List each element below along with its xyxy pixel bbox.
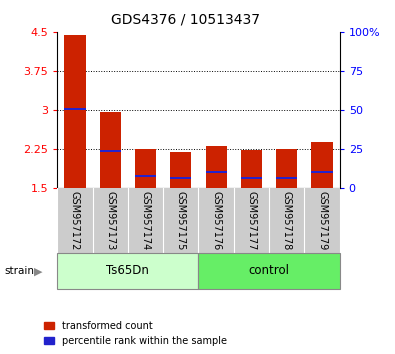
Text: strain: strain xyxy=(4,266,34,276)
Bar xyxy=(100,150,121,152)
Bar xyxy=(276,149,297,188)
Bar xyxy=(241,177,262,179)
Text: ▶: ▶ xyxy=(34,267,42,276)
Bar xyxy=(276,177,297,179)
Text: GDS4376 / 10513437: GDS4376 / 10513437 xyxy=(111,12,260,27)
Bar xyxy=(199,253,340,289)
Text: control: control xyxy=(248,264,290,277)
Bar xyxy=(312,142,333,188)
Text: GSM957179: GSM957179 xyxy=(317,191,327,250)
Bar xyxy=(135,149,156,188)
Text: GSM957173: GSM957173 xyxy=(105,191,115,250)
Text: GSM957178: GSM957178 xyxy=(282,191,292,250)
Bar xyxy=(135,175,156,177)
Bar xyxy=(170,177,192,179)
Bar xyxy=(100,112,121,188)
Bar xyxy=(205,171,227,173)
Bar xyxy=(170,152,192,188)
Text: Ts65Dn: Ts65Dn xyxy=(106,264,149,277)
Bar xyxy=(64,35,85,188)
Bar xyxy=(312,171,333,173)
Legend: transformed count, percentile rank within the sample: transformed count, percentile rank withi… xyxy=(44,321,227,346)
Bar xyxy=(241,150,262,188)
Text: GSM957175: GSM957175 xyxy=(176,191,186,250)
Bar xyxy=(64,108,85,110)
Bar xyxy=(205,146,227,188)
Text: GSM957176: GSM957176 xyxy=(211,191,221,250)
Bar xyxy=(57,253,199,289)
Text: GSM957174: GSM957174 xyxy=(141,191,150,250)
Text: GSM957177: GSM957177 xyxy=(246,191,256,250)
Text: GSM957172: GSM957172 xyxy=(70,191,80,250)
Bar xyxy=(57,188,340,253)
